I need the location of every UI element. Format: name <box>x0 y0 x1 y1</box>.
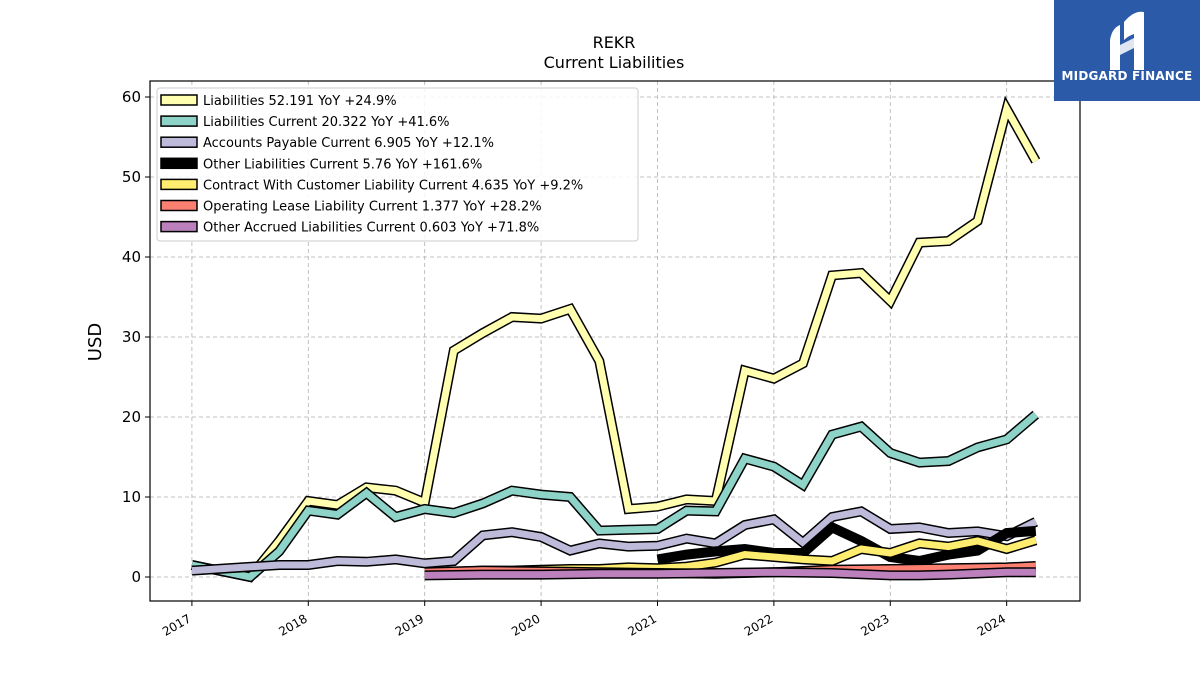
legend-swatch <box>160 157 198 170</box>
x-tick-label: 2021 <box>626 611 659 638</box>
legend-entry: Accounts Payable Current 6.905 YoY +12.1… <box>203 136 494 151</box>
series-line <box>191 411 1039 581</box>
series-2 <box>191 506 1039 576</box>
legend-entry: Liabilities 52.191 YoY +24.9% <box>203 94 397 109</box>
series-3 <box>656 521 1037 567</box>
y-tick-label: 40 <box>122 248 141 266</box>
x-tick-label: 2019 <box>393 611 426 638</box>
x-tick-label: 2017 <box>160 611 193 638</box>
legend-swatch <box>160 94 198 106</box>
brand-mark-icon <box>1110 11 1144 70</box>
x-tick-label: 2023 <box>858 611 891 638</box>
y-tick-label: 20 <box>122 408 141 426</box>
y-tick-label: 0 <box>131 568 141 586</box>
legend-swatch <box>160 115 198 127</box>
series-layer <box>190 95 1041 583</box>
series-line <box>191 99 1039 581</box>
y-tick-label: 50 <box>122 168 141 186</box>
y-tick-label: 60 <box>122 88 141 106</box>
y-axis-label: USD <box>85 323 106 361</box>
legend-swatch <box>160 136 198 148</box>
x-tick-label: 2024 <box>975 611 1008 638</box>
legend-entry: Contract With Customer Liability Current… <box>203 178 583 193</box>
legend-entry: Operating Lease Liability Current 1.377 … <box>203 200 542 215</box>
y-tick-label: 10 <box>122 488 141 506</box>
y-tick-label: 30 <box>122 328 141 346</box>
brand-name: MIDGARD FINANCE <box>1061 69 1193 83</box>
legend-swatch <box>160 199 198 212</box>
legend-entry: Other Accrued Liabilities Current 0.603 … <box>203 221 539 236</box>
legend: Liabilities 52.191 YoY +24.9% Liabilities… <box>156 87 639 242</box>
series-0 <box>190 95 1041 583</box>
series-line <box>191 507 1038 575</box>
series-line <box>656 521 1037 567</box>
plot-frame <box>149 80 1081 602</box>
series-1 <box>190 410 1040 583</box>
series-line <box>424 568 1036 579</box>
x-tick-label: 2020 <box>509 611 542 638</box>
legend-entry: Other Liabilities Current 5.76 YoY +161.… <box>203 157 482 172</box>
legend-swatch <box>160 178 198 191</box>
series-6 <box>424 567 1036 581</box>
x-tick-label: 2022 <box>742 611 775 638</box>
legend-entry: Liabilities Current 20.322 YoY +41.6% <box>203 115 450 130</box>
chart-subtitle: Current Liabilities <box>544 53 685 72</box>
legend-box <box>156 87 639 242</box>
x-tick-label: 2018 <box>276 611 309 638</box>
brand-logo: MIDGARD FINANCE <box>1054 0 1200 101</box>
legend-swatch <box>160 220 198 233</box>
chart-title: REKR <box>593 33 636 52</box>
